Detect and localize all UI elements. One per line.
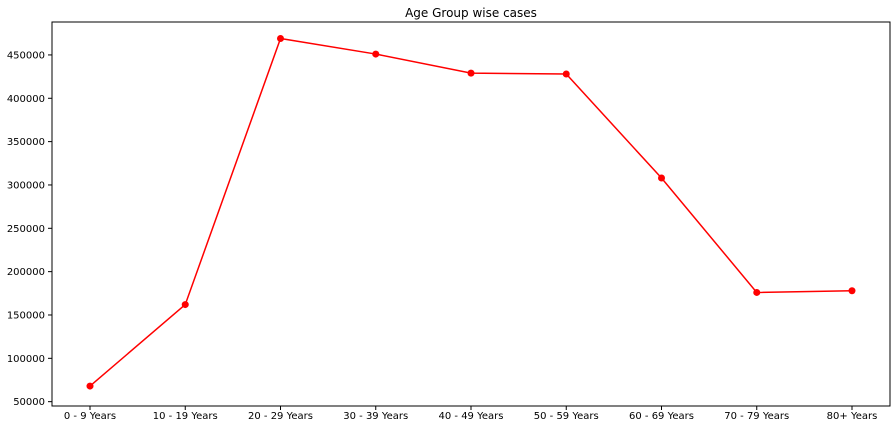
x-tick-label: 70 - 79 Years xyxy=(724,411,789,422)
x-tick-label: 60 - 69 Years xyxy=(629,411,694,422)
plot-area-frame xyxy=(51,21,891,407)
y-tick-label: 250000 xyxy=(7,224,45,235)
y-tick-label: 100000 xyxy=(7,354,45,365)
y-axis: 50000 100000 150000 200000 250000 300000 35000… xyxy=(7,50,52,408)
data-point xyxy=(848,287,856,295)
y-tick-label: 200000 xyxy=(7,267,45,278)
data-point xyxy=(372,50,380,58)
data-point xyxy=(277,34,284,42)
data-point xyxy=(181,301,189,309)
x-tick-label: 20 - 29 Years xyxy=(248,411,313,422)
data-point xyxy=(658,174,665,182)
y-tick-label: 300000 xyxy=(7,180,45,191)
data-point xyxy=(753,288,761,296)
x-tick-label: 30 - 39 Years xyxy=(343,411,408,422)
y-tick-label: 150000 xyxy=(7,310,45,321)
chart-title: Age Group wise cases xyxy=(405,6,537,20)
y-tick-label: 50000 xyxy=(13,397,45,408)
x-tick-label: 0 - 9 Years xyxy=(64,411,116,422)
y-tick-label: 350000 xyxy=(7,137,45,148)
data-point xyxy=(467,69,475,77)
y-tick-label: 400000 xyxy=(7,94,45,105)
data-point xyxy=(562,70,570,78)
x-tick-label: 50 - 59 Years xyxy=(534,411,599,422)
data-point xyxy=(86,382,94,390)
x-tick-label: 10 - 19 Years xyxy=(153,411,218,422)
series-layer xyxy=(86,34,856,390)
x-tick-label: 80+ Years xyxy=(827,411,878,422)
series-line xyxy=(89,37,853,387)
x-tick-label: 40 - 49 Years xyxy=(439,411,504,422)
x-axis: 0 - 9 Years 10 - 19 Years 20 - 29 Years 30 … xyxy=(64,406,877,422)
y-tick-label: 450000 xyxy=(7,50,45,61)
